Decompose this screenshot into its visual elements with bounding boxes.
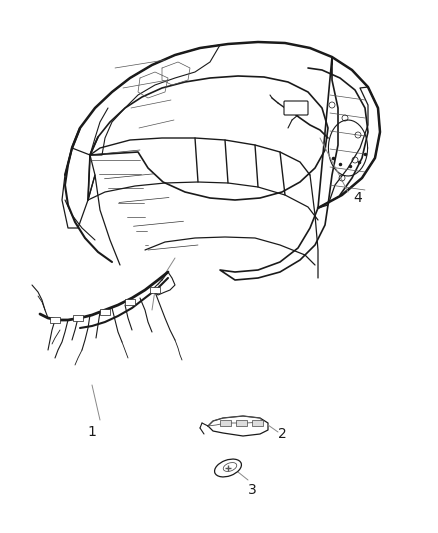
Bar — [252, 420, 263, 426]
Bar — [236, 420, 247, 426]
Bar — [73, 315, 83, 321]
Bar — [125, 299, 135, 305]
Text: 4: 4 — [353, 191, 362, 205]
Bar — [50, 317, 60, 323]
Text: 2: 2 — [278, 427, 286, 441]
Text: 1: 1 — [88, 425, 96, 439]
Bar — [220, 420, 231, 426]
Bar — [150, 287, 160, 293]
Bar — [100, 309, 110, 315]
Text: 3: 3 — [247, 483, 256, 497]
FancyBboxPatch shape — [284, 101, 308, 115]
